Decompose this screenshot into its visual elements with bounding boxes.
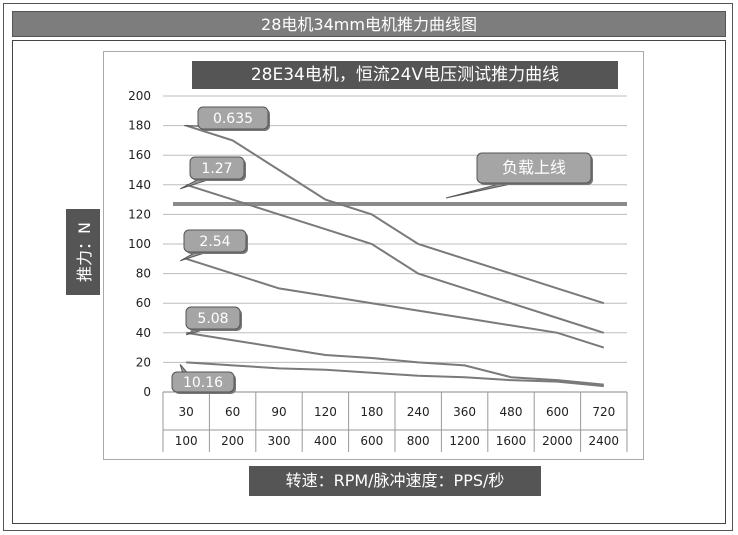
series-label: 5.08 — [197, 311, 228, 327]
callout-box — [476, 152, 592, 184]
series-label: 10.16 — [183, 375, 223, 391]
callout-box — [183, 229, 247, 253]
y-tick-label: 20 — [136, 355, 151, 369]
x-tick-label-secondary: 300 — [268, 434, 291, 448]
y-tick-label: 60 — [136, 296, 151, 310]
x-tick-label: 120 — [314, 405, 337, 419]
y-tick-label: 100 — [128, 237, 151, 251]
y-tick-label: 120 — [128, 207, 151, 221]
x-tick-label: 60 — [225, 405, 240, 419]
y-tick-label: 160 — [128, 148, 151, 162]
y-tick-label: 0 — [143, 385, 151, 399]
x-tick-label-secondary: 200 — [221, 434, 244, 448]
y-tick-label: 140 — [128, 178, 151, 192]
x-tick-label: 90 — [271, 405, 286, 419]
callout-box — [189, 156, 245, 180]
x-axis-label: 转速：RPM/脉冲速度：PPS/秒 — [249, 466, 541, 496]
series-line — [185, 124, 605, 305]
callout-box — [185, 306, 241, 330]
x-tick-label-secondary: 2400 — [589, 434, 620, 448]
x-tick-label-secondary: 2000 — [542, 434, 573, 448]
series-label: 负载上线 — [502, 158, 566, 177]
x-tick-label: 360 — [453, 405, 476, 419]
series-line — [185, 183, 605, 334]
x-tick-label-secondary: 400 — [314, 434, 337, 448]
series-line — [185, 257, 605, 349]
series-line — [186, 361, 604, 388]
figure-header: 28电机34mm电机推力曲线图 — [12, 11, 726, 37]
y-axis-label: 推力：N — [66, 209, 100, 295]
y-tick-label: 40 — [136, 326, 151, 340]
x-tick-label: 600 — [546, 405, 569, 419]
chart-title: 28E34电机，恒流24V电压测试推力曲线 — [192, 61, 618, 89]
y-tick-label: 200 — [128, 89, 151, 103]
x-tick-label: 720 — [592, 405, 615, 419]
x-tick-label: 30 — [179, 405, 194, 419]
x-tick-label-secondary: 800 — [407, 434, 430, 448]
series-label: 0.635 — [213, 111, 253, 127]
x-tick-label-secondary: 600 — [360, 434, 383, 448]
chart-panel — [12, 40, 726, 524]
x-tick-label-secondary: 1600 — [496, 434, 527, 448]
x-tick-label-secondary: 100 — [175, 434, 198, 448]
x-tick-label: 480 — [500, 405, 523, 419]
series-label: 1.27 — [201, 161, 232, 177]
callout-box — [197, 106, 269, 130]
x-tick-label: 240 — [407, 405, 430, 419]
y-tick-label: 180 — [128, 119, 151, 133]
series-label: 2.54 — [199, 234, 230, 250]
callout-box — [171, 371, 235, 393]
x-tick-label: 180 — [360, 405, 383, 419]
y-tick-label: 80 — [136, 267, 151, 281]
series-line — [186, 331, 604, 386]
x-tick-label-secondary: 1200 — [449, 434, 480, 448]
